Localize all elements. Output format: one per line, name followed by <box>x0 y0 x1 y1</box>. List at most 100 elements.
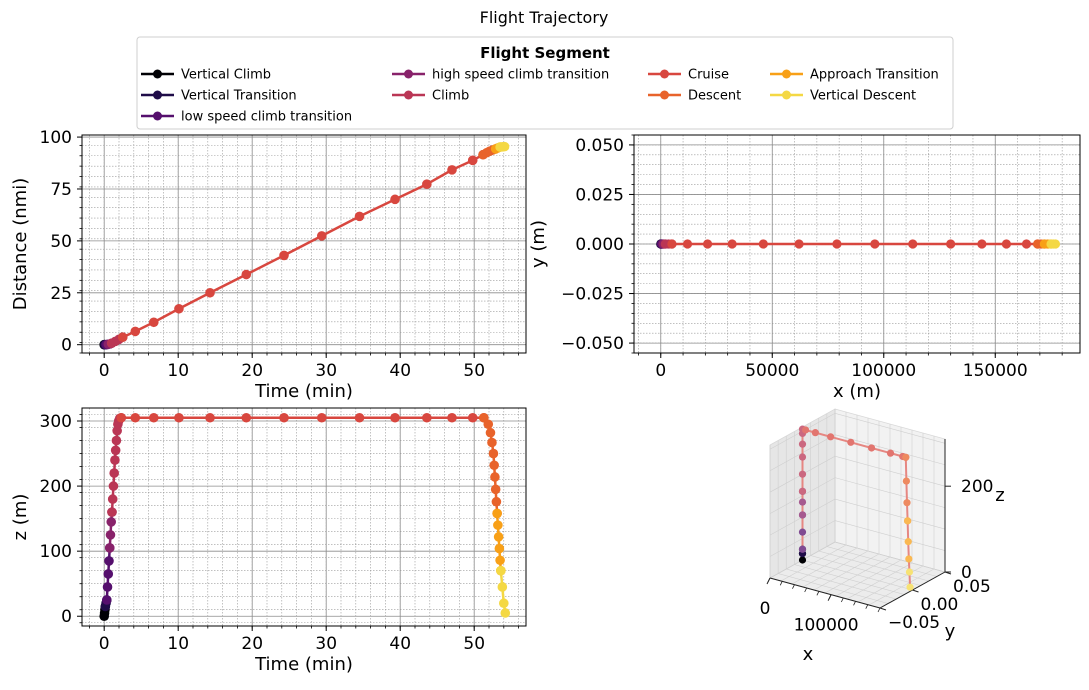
x-minor-tick-3d <box>804 587 808 593</box>
data-point-3d <box>811 429 819 437</box>
legend-marker <box>782 90 791 100</box>
x-tick-label: 0 <box>99 634 110 654</box>
data-point <box>667 239 677 249</box>
legend-marker <box>782 69 791 79</box>
x-tick-label: 100000 <box>851 361 916 381</box>
data-point-3d <box>902 477 910 485</box>
data-point <box>489 460 499 471</box>
x-tick-label: 30 <box>315 361 337 381</box>
y-tick-label: −0.050 <box>561 334 624 354</box>
data-point <box>104 543 115 553</box>
y-tick-label: 75 <box>50 180 72 200</box>
data-point <box>354 211 365 222</box>
grid-3d <box>769 477 946 514</box>
data-point-3d <box>798 511 807 519</box>
legend-marker <box>153 69 162 79</box>
altitude-time-plot: 0 10 20 30 40 50 0 100 200 300 Time (min) z (m) <box>10 407 527 675</box>
x-tick-label: 10 <box>167 361 189 381</box>
data-point <box>908 239 918 249</box>
x-axis-label: Time (min) <box>254 654 353 675</box>
legend-marker <box>404 90 413 100</box>
data-point <box>490 472 500 482</box>
data-point <box>110 455 120 465</box>
data-point-3d <box>827 433 835 441</box>
data-point <box>104 556 114 566</box>
data-point <box>485 427 496 438</box>
data-point <box>102 582 113 592</box>
legend-title: Flight Segment <box>480 44 610 62</box>
grid-3d <box>769 412 946 450</box>
y-tick-label: 25 <box>50 284 72 304</box>
data-point <box>148 317 159 328</box>
data-point <box>174 303 184 314</box>
x-tick-label: 40 <box>389 634 411 654</box>
data-point <box>130 326 141 337</box>
x-minor-tick-3d <box>792 584 795 589</box>
x-minor-tick-3d <box>877 607 881 613</box>
y-axis-label: y (m) <box>528 220 549 268</box>
data-point <box>491 496 502 507</box>
data-point-3d <box>905 568 914 576</box>
data-point-3d <box>798 440 807 448</box>
distance-time-plot: 0 10 20 30 40 50 0 25 50 75 100 Time (min) Distance … <box>10 128 527 402</box>
data-point <box>493 520 503 530</box>
data-point <box>110 445 121 456</box>
trajectory-3d-plot: 0 100000 x −0.050.000.05 y 0 200 z <box>760 408 1005 665</box>
y-tick-label-3d: −0.05 <box>888 613 940 633</box>
y-tick-label: 0 <box>61 607 72 627</box>
x-tick-label: 50000 <box>745 361 799 381</box>
data-point <box>500 608 511 618</box>
x-minor-tick-3d <box>767 577 771 583</box>
data-point <box>108 481 119 491</box>
data-point <box>467 155 478 166</box>
x-axis-label: x (m) <box>833 381 881 402</box>
data-point <box>497 582 508 592</box>
y-tick-label: 0.000 <box>575 235 624 255</box>
data-point-3d <box>886 449 895 457</box>
data-point <box>496 565 506 576</box>
x-axis-label-3d: x <box>803 644 814 665</box>
x-minor-tick-3d <box>865 604 869 609</box>
x-tick-label: 20 <box>241 361 263 381</box>
data-point-3d <box>798 545 807 553</box>
axes-frame <box>81 134 527 354</box>
y-x-plot: 0 50000 100000 150000 0.050 0.025 0.000 −0.025 −… <box>528 134 1081 402</box>
data-point <box>279 412 289 423</box>
data-point <box>483 419 494 430</box>
legend-label: high speed climb transition <box>432 68 609 83</box>
data-point <box>488 448 499 459</box>
data-point-3d <box>798 498 807 506</box>
data-point <box>490 484 501 495</box>
x-tick-label: 40 <box>389 361 411 381</box>
y-tick-label: 0 <box>61 336 72 356</box>
legend-label: Climb <box>432 89 469 104</box>
data-point <box>117 332 128 343</box>
y-tick-label: 200 <box>40 477 72 497</box>
data-point <box>116 412 127 423</box>
plot-area <box>82 408 526 626</box>
y-tick-label: 100 <box>40 542 72 562</box>
y-tick-label: −0.025 <box>561 285 624 305</box>
data-point <box>107 494 118 504</box>
x-minor-tick-3d <box>779 581 783 586</box>
legend-marker <box>660 69 669 79</box>
data-point <box>130 412 141 423</box>
data-point <box>492 508 502 519</box>
data-point <box>977 239 987 249</box>
data-point <box>103 569 114 579</box>
legend-marker <box>153 90 162 100</box>
x-axis-line-3d <box>769 577 881 609</box>
data-point <box>870 239 880 249</box>
data-point <box>279 250 289 261</box>
series-line <box>108 512 114 548</box>
grid-3d <box>769 455 946 493</box>
data-point <box>316 412 327 423</box>
legend-label: Cruise <box>688 68 729 83</box>
data-point <box>499 598 509 609</box>
y-tick-label: 300 <box>40 412 72 432</box>
y-tick-label: 0.050 <box>575 136 624 156</box>
figure-title: Flight Trajectory <box>480 8 609 27</box>
data-point-3d <box>798 487 807 495</box>
data-point <box>148 412 159 423</box>
data-point-3d <box>798 470 807 478</box>
